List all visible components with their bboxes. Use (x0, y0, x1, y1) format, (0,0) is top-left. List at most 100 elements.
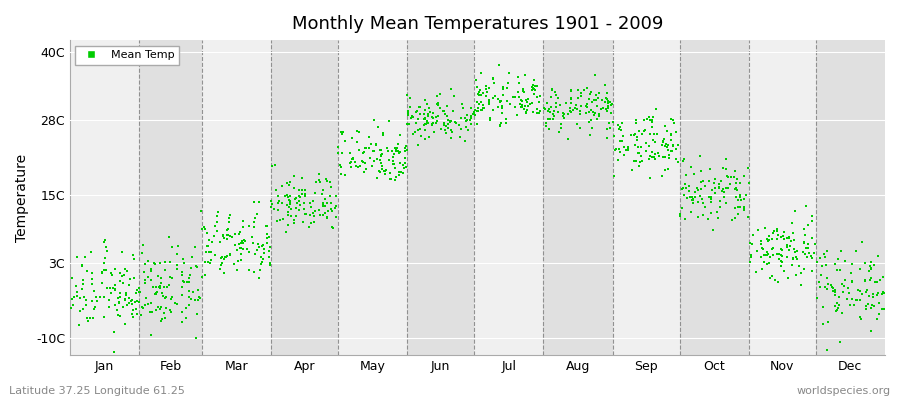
Mean Temp (529, 106, 544, 112)
Mean Temp (760, 251, 775, 258)
Mean Temp (678, 181, 692, 188)
Mean Temp (206, 233, 220, 240)
Mean Temp (373, 157, 387, 163)
Mean Temp (202, 249, 217, 255)
Mean Temp (516, 86, 530, 92)
Mean Temp (798, 232, 813, 238)
Mean Temp (85, 281, 99, 288)
Mean Temp (307, 218, 321, 225)
Mean Temp (775, 246, 789, 253)
Mean Temp (521, 96, 535, 102)
Mean Temp (418, 136, 432, 142)
Mean Temp (399, 164, 413, 170)
Mean Temp (137, 269, 151, 275)
Mean Temp (787, 237, 801, 244)
Mean Temp (155, 316, 169, 322)
Mean Temp (324, 184, 338, 190)
Mean Temp (182, 278, 196, 285)
Mean Temp (569, 102, 583, 108)
Mean Temp (374, 152, 388, 159)
Mean Temp (164, 309, 178, 316)
Mean Temp (215, 259, 230, 266)
Mean Temp (102, 304, 116, 310)
Mean Temp (283, 179, 297, 186)
Mean Temp (529, 83, 544, 90)
Mean Temp (781, 275, 796, 281)
Mean Temp (860, 303, 874, 309)
Mean Temp (662, 166, 676, 173)
Mean Temp (854, 239, 868, 245)
Mean Temp (264, 204, 278, 210)
Mean Temp (213, 266, 228, 273)
Mean Temp (598, 106, 613, 112)
Mean Temp (162, 307, 176, 313)
Mean Temp (655, 154, 670, 160)
Mean Temp (320, 200, 335, 206)
Mean Temp (265, 201, 279, 208)
Mean Temp (760, 251, 775, 258)
Mean Temp (604, 101, 618, 107)
Mean Temp (869, 292, 884, 298)
Mean Temp (801, 240, 815, 247)
Mean Temp (475, 102, 490, 108)
Mean Temp (602, 120, 616, 126)
Mean Temp (158, 295, 173, 301)
Mean Temp (778, 236, 792, 242)
Mean Temp (441, 120, 455, 127)
Mean Temp (122, 294, 136, 301)
Mean Temp (619, 147, 634, 153)
Mean Temp (580, 101, 594, 107)
Mean Temp (154, 318, 168, 324)
Mean Temp (356, 168, 371, 175)
Mean Temp (116, 304, 130, 310)
Mean Temp (467, 109, 482, 116)
Mean Temp (431, 100, 446, 106)
Mean Temp (858, 277, 872, 284)
Mean Temp (67, 293, 81, 300)
Mean Temp (473, 86, 488, 93)
Mean Temp (815, 321, 830, 328)
Mean Temp (835, 281, 850, 288)
Mean Temp (283, 193, 297, 200)
Mean Temp (289, 194, 303, 201)
Mean Temp (263, 244, 277, 250)
Mean Temp (335, 131, 349, 137)
Mean Temp (689, 185, 704, 191)
Mean Temp (637, 117, 652, 123)
Mean Temp (508, 94, 522, 100)
Mean Temp (494, 103, 508, 109)
Mean Temp (786, 254, 800, 261)
Mean Temp (247, 224, 261, 230)
Mean Temp (108, 282, 122, 288)
Mean Temp (422, 134, 436, 140)
Mean Temp (283, 199, 297, 205)
Mean Temp (144, 300, 158, 306)
Mean Temp (175, 309, 189, 316)
Mean Temp (559, 100, 573, 106)
Mean Temp (388, 165, 402, 172)
Mean Temp (613, 149, 627, 156)
Mean Temp (776, 233, 790, 240)
Mean Temp (254, 253, 268, 260)
Mean Temp (864, 258, 878, 265)
Mean Temp (586, 109, 600, 116)
Mean Temp (544, 94, 558, 100)
Mean Temp (318, 210, 332, 216)
Mean Temp (600, 90, 615, 96)
Mean Temp (445, 118, 459, 124)
Mean Temp (153, 260, 167, 266)
Mean Temp (141, 273, 156, 280)
Mean Temp (183, 272, 197, 278)
Mean Temp (468, 106, 482, 113)
Mean Temp (114, 249, 129, 255)
Mean Temp (467, 111, 482, 118)
Mean Temp (561, 136, 575, 142)
Mean Temp (202, 237, 216, 244)
Mean Temp (775, 252, 789, 259)
Mean Temp (814, 272, 829, 278)
Mean Temp (148, 261, 163, 268)
Mean Temp (861, 293, 876, 300)
Mean Temp (385, 147, 400, 154)
Mean Temp (526, 108, 540, 115)
Mean Temp (463, 116, 477, 123)
